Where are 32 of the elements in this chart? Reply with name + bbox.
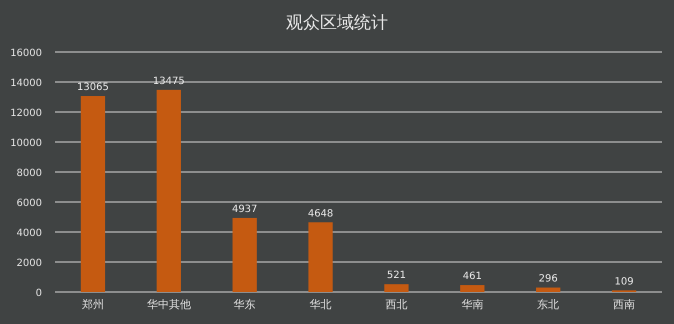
data-label: 461 [462, 271, 482, 282]
y-tick-label: 2000 [16, 258, 42, 269]
y-tick-label: 12000 [10, 108, 42, 119]
x-tick-label: 西南 [613, 298, 636, 311]
x-tick-label: 华东 [234, 298, 256, 311]
y-tick-label: 14000 [10, 78, 42, 89]
chart-title: 观众区域统计 [286, 13, 388, 33]
x-tick-label: 西北 [385, 298, 408, 311]
bar [308, 222, 333, 292]
bar [232, 218, 257, 292]
x-tick-label: 华南 [461, 298, 484, 311]
bar [460, 285, 484, 292]
x-tick-label: 郑州 [82, 298, 104, 311]
y-tick-label: 10000 [10, 138, 42, 149]
y-tick-label: 6000 [16, 198, 42, 209]
data-label: 13065 [77, 82, 109, 94]
y-tick-label: 4000 [16, 228, 42, 239]
y-tick-label: 16000 [10, 48, 42, 59]
data-label: 4648 [308, 208, 334, 220]
bar [80, 96, 106, 292]
x-tick-label: 华中其他 [146, 298, 191, 311]
data-label: 521 [386, 270, 406, 282]
y-tick-label: 8000 [16, 168, 42, 179]
x-tick-label: 东北 [537, 298, 560, 311]
data-label: 296 [538, 274, 558, 285]
bar [156, 90, 181, 292]
x-tick-label: 华北 [310, 298, 332, 311]
data-label: 4937 [232, 204, 258, 215]
data-label: 109 [614, 276, 634, 288]
bar [536, 288, 560, 292]
bar [384, 284, 409, 292]
y-tick-label: 0 [36, 288, 42, 299]
